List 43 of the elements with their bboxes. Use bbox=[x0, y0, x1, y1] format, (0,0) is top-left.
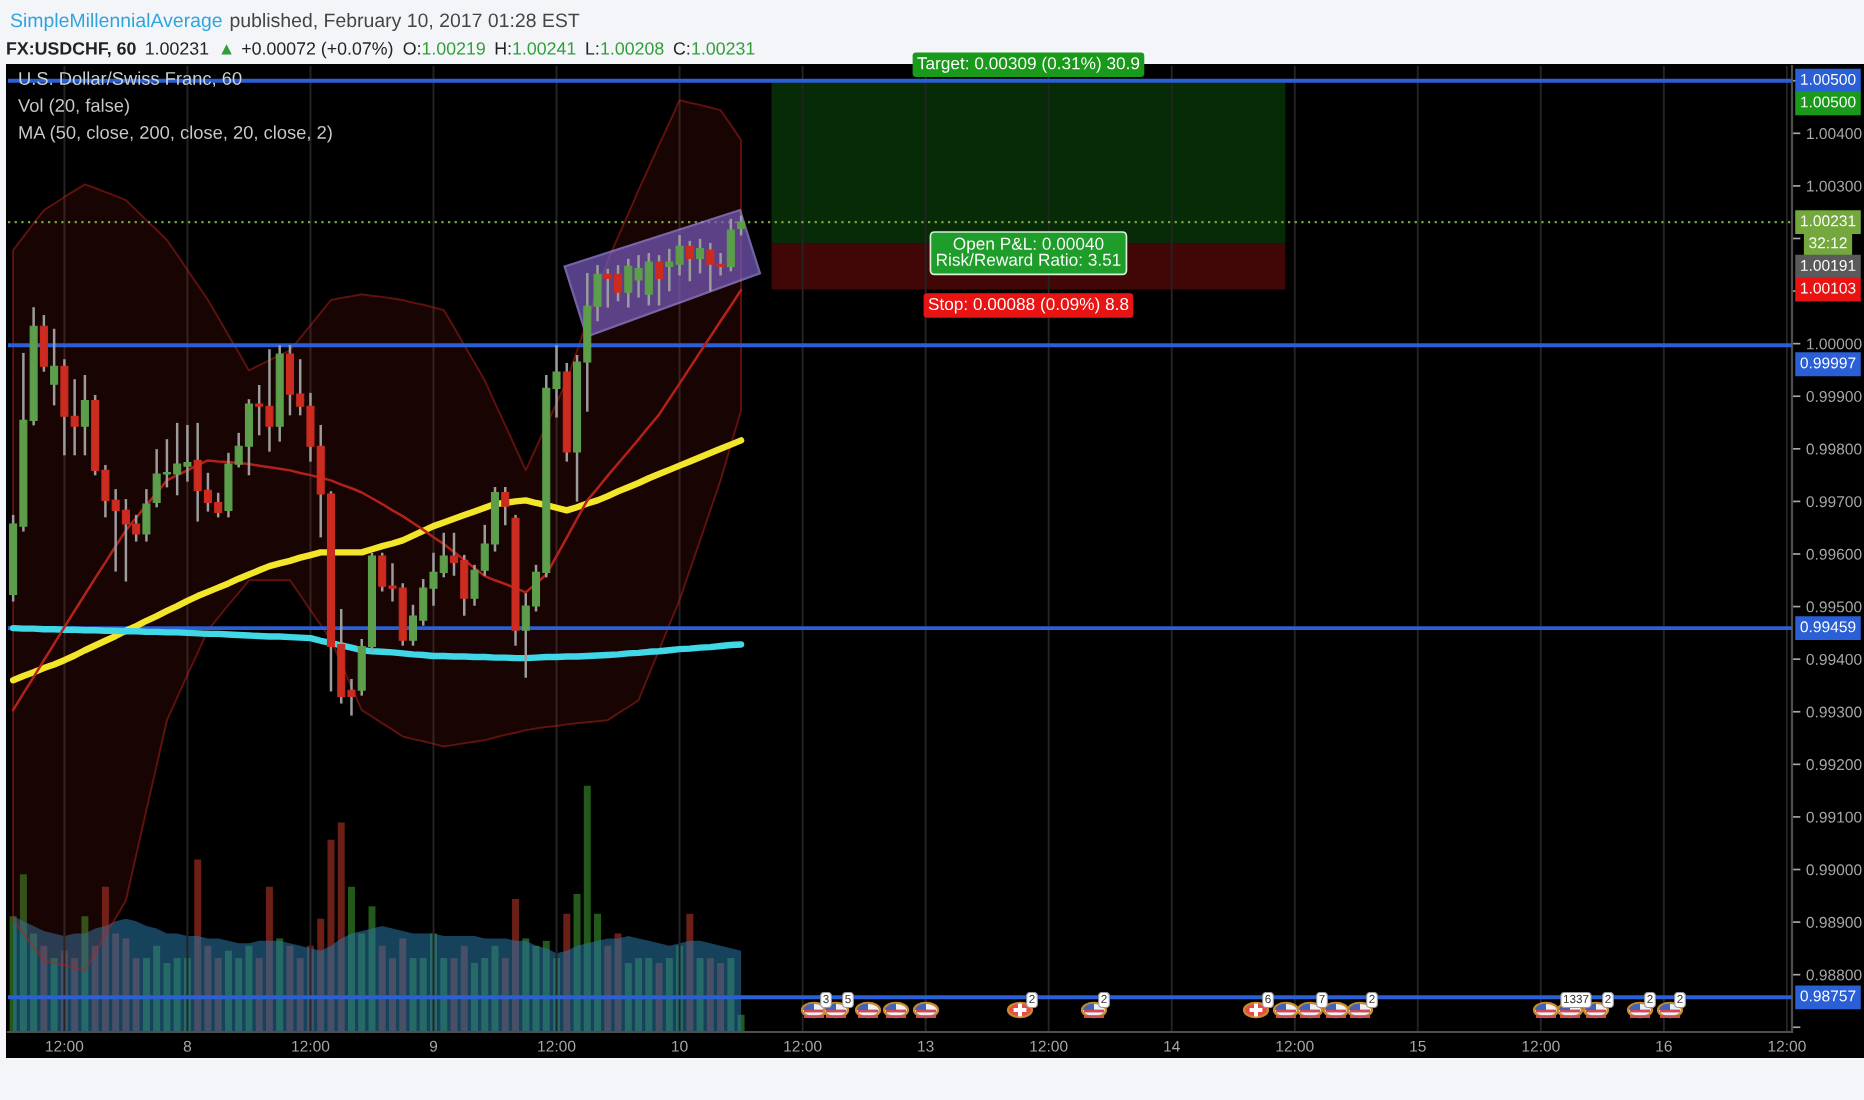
bar bbox=[696, 958, 704, 1032]
candlestick bbox=[80, 375, 89, 456]
annotation: MA (50, close, 200, close, 20, close, 2) bbox=[19, 125, 332, 143]
bar bbox=[286, 945, 294, 1032]
candlestick bbox=[501, 487, 510, 526]
bar bbox=[50, 958, 58, 1032]
candlestick bbox=[696, 238, 705, 274]
text: O:1.00219 bbox=[403, 42, 485, 55]
bar bbox=[81, 916, 89, 1032]
band-label: Stop: 0.00088 (0.09%) 8.8 bbox=[928, 297, 1129, 314]
text: H:1.00241 bbox=[495, 42, 576, 55]
bar bbox=[460, 945, 468, 1032]
text: FX:USDCHF, 60 bbox=[7, 42, 136, 58]
bar bbox=[214, 958, 222, 1032]
band-label: Target: 0.00309 (0.31%) 30.9 bbox=[917, 56, 1140, 73]
text: ▲ +0.00072 (+0.07%) bbox=[221, 41, 393, 59]
annotation: Open P&L: 0.00040 Risk/Reward Ratio: 3.51 bbox=[937, 237, 1121, 266]
text: 1.00231 bbox=[146, 42, 209, 55]
bar bbox=[563, 913, 571, 1032]
annotation: Vol (20, false) bbox=[18, 98, 129, 116]
bar bbox=[337, 822, 345, 1032]
bar bbox=[686, 913, 694, 1032]
bar bbox=[604, 945, 612, 1032]
candlestick bbox=[142, 489, 151, 542]
candlestick bbox=[726, 218, 735, 272]
candlestick bbox=[39, 315, 48, 372]
candlestick bbox=[50, 328, 59, 406]
text: SimpleMillennialAverage bbox=[10, 12, 222, 32]
bar bbox=[727, 958, 735, 1032]
text: L:1.00208 bbox=[586, 42, 664, 55]
bar bbox=[737, 1014, 745, 1032]
bar bbox=[132, 958, 140, 1032]
line-series bbox=[9, 437, 745, 684]
bar bbox=[522, 938, 530, 1032]
candlestick bbox=[685, 240, 694, 282]
bar bbox=[276, 938, 284, 1032]
text: published, February 10, 2017 01:28 EST bbox=[230, 12, 580, 32]
text: C:1.00231 bbox=[673, 42, 755, 55]
bar bbox=[40, 945, 48, 1032]
candlestick bbox=[655, 255, 664, 306]
bar bbox=[614, 933, 622, 1032]
line-series bbox=[11, 288, 743, 712]
bar bbox=[655, 963, 663, 1032]
